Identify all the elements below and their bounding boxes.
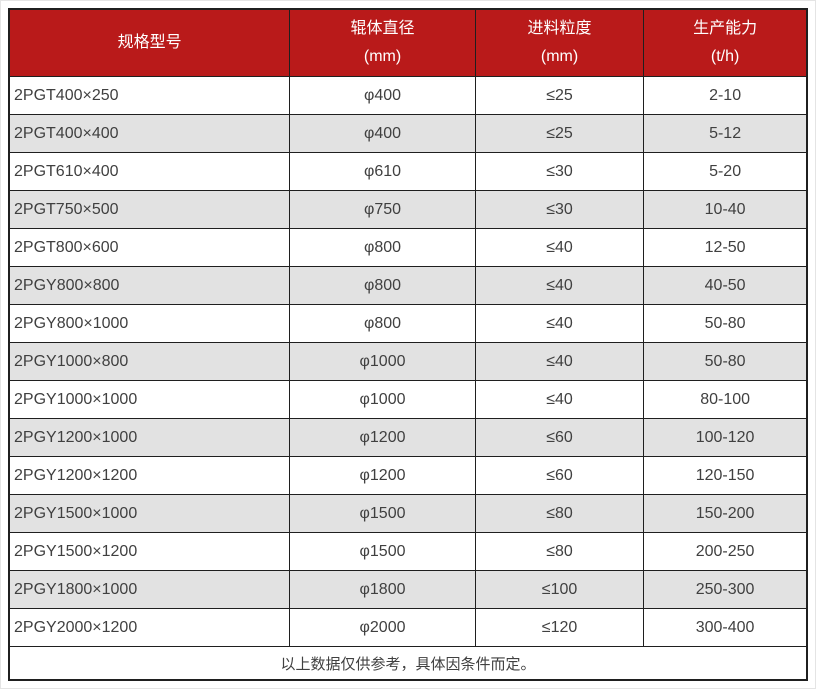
roller-diameter-cell: φ1200	[289, 456, 476, 495]
roller-diameter-cell: φ2000	[289, 608, 476, 647]
capacity-cell: 250-300	[643, 570, 808, 609]
capacity-cell: 2-10	[643, 76, 808, 115]
col-header-roller-diameter-unit: (mm)	[363, 48, 402, 65]
roller-diameter-cell: φ800	[289, 304, 476, 343]
feed-size-cell: ≤120	[474, 608, 645, 647]
col-header-capacity-title: 生产能力	[693, 20, 758, 37]
capacity-cell: 5-20	[643, 152, 808, 191]
table-row: 2PGT800×600 φ800 ≤40 12-50	[8, 228, 808, 267]
col-header-feed-size-unit: (mm)	[540, 48, 579, 65]
table-row: 2PGY1800×1000 φ1800 ≤100 250-300	[8, 570, 808, 609]
model-cell: 2PGY800×800	[8, 266, 291, 305]
model-cell: 2PGT750×500	[8, 190, 291, 229]
feed-size-cell: ≤40	[474, 342, 645, 381]
capacity-cell: 40-50	[643, 266, 808, 305]
footnote-row: 以上数据仅供参考，具体因条件而定。	[8, 646, 808, 681]
feed-size-cell: ≤25	[474, 76, 645, 115]
roller-diameter-cell: φ1500	[289, 532, 476, 571]
model-cell: 2PGT610×400	[8, 152, 291, 191]
feed-size-cell: ≤30	[474, 190, 645, 229]
table-footnote: 以上数据仅供参考，具体因条件而定。	[8, 646, 808, 681]
col-header-roller-diameter: 辊体直径 (mm)	[289, 8, 476, 77]
col-header-roller-diameter-title: 辊体直径	[350, 20, 415, 37]
capacity-cell: 10-40	[643, 190, 808, 229]
capacity-cell: 50-80	[643, 304, 808, 343]
table-row: 2PGY1200×1000 φ1200 ≤60 100-120	[8, 418, 808, 457]
table-row: 2PGY1000×800 φ1000 ≤40 50-80	[8, 342, 808, 381]
spec-table-body: 2PGT400×250 φ400 ≤25 2-10 2PGT400×400 φ400 ≤25…	[8, 76, 808, 647]
feed-size-cell: ≤40	[474, 304, 645, 343]
capacity-cell: 200-250	[643, 532, 808, 571]
feed-size-cell: ≤40	[474, 266, 645, 305]
col-header-capacity: 生产能力 (t/h)	[643, 8, 808, 77]
capacity-cell: 150-200	[643, 494, 808, 533]
table-row: 2PGY1200×1200 φ1200 ≤60 120-150	[8, 456, 808, 495]
model-cell: 2PGY1500×1000	[8, 494, 291, 533]
roller-diameter-cell: φ1800	[289, 570, 476, 609]
model-cell: 2PGT400×250	[8, 76, 291, 115]
col-header-model: 规格型号	[8, 8, 291, 77]
feed-size-cell: ≤60	[474, 456, 645, 495]
roller-diameter-cell: φ800	[289, 228, 476, 267]
roller-diameter-cell: φ750	[289, 190, 476, 229]
table-row: 2PGT400×400 φ400 ≤25 5-12	[8, 114, 808, 153]
table-row: 2PGY1500×1200 φ1500 ≤80 200-250	[8, 532, 808, 571]
feed-size-cell: ≤40	[474, 380, 645, 419]
model-cell: 2PGY1200×1200	[8, 456, 291, 495]
roller-diameter-cell: φ1000	[289, 342, 476, 381]
table-row: 2PGY1000×1000 φ1000 ≤40 80-100	[8, 380, 808, 419]
col-header-model-title: 规格型号	[117, 34, 182, 51]
capacity-cell: 50-80	[643, 342, 808, 381]
spec-table-footer: 以上数据仅供参考，具体因条件而定。	[8, 646, 808, 681]
col-header-capacity-unit: (t/h)	[710, 48, 740, 65]
model-cell: 2PGY1800×1000	[8, 570, 291, 609]
feed-size-cell: ≤25	[474, 114, 645, 153]
model-cell: 2PGY1200×1000	[8, 418, 291, 457]
roller-diameter-cell: φ400	[289, 76, 476, 115]
table-row: 2PGT610×400 φ610 ≤30 5-20	[8, 152, 808, 191]
col-header-feed-size: 进料粒度 (mm)	[474, 8, 645, 77]
roller-diameter-cell: φ610	[289, 152, 476, 191]
table-row: 2PGY800×1000 φ800 ≤40 50-80	[8, 304, 808, 343]
model-cell: 2PGY1000×1000	[8, 380, 291, 419]
roller-diameter-cell: φ800	[289, 266, 476, 305]
roller-diameter-cell: φ1500	[289, 494, 476, 533]
model-cell: 2PGY1000×800	[8, 342, 291, 381]
spec-table: 规格型号 辊体直径 (mm) 进料粒度 (mm) 生产能力 (t/h) 2PGT…	[8, 8, 808, 681]
col-header-feed-size-title: 进料粒度	[527, 20, 592, 37]
table-row: 2PGT750×500 φ750 ≤30 10-40	[8, 190, 808, 229]
feed-size-cell: ≤80	[474, 532, 645, 571]
feed-size-cell: ≤40	[474, 228, 645, 267]
model-cell: 2PGY2000×1200	[8, 608, 291, 647]
roller-diameter-cell: φ1200	[289, 418, 476, 457]
capacity-cell: 100-120	[643, 418, 808, 457]
model-cell: 2PGT800×600	[8, 228, 291, 267]
roller-diameter-cell: φ1000	[289, 380, 476, 419]
feed-size-cell: ≤100	[474, 570, 645, 609]
capacity-cell: 300-400	[643, 608, 808, 647]
header-row: 规格型号 辊体直径 (mm) 进料粒度 (mm) 生产能力 (t/h)	[8, 8, 808, 77]
capacity-cell: 80-100	[643, 380, 808, 419]
model-cell: 2PGT400×400	[8, 114, 291, 153]
table-row: 2PGY800×800 φ800 ≤40 40-50	[8, 266, 808, 305]
capacity-cell: 120-150	[643, 456, 808, 495]
table-row: 2PGY2000×1200 φ2000 ≤120 300-400	[8, 608, 808, 647]
table-row: 2PGT400×250 φ400 ≤25 2-10	[8, 76, 808, 115]
roller-diameter-cell: φ400	[289, 114, 476, 153]
model-cell: 2PGY800×1000	[8, 304, 291, 343]
feed-size-cell: ≤30	[474, 152, 645, 191]
feed-size-cell: ≤80	[474, 494, 645, 533]
model-cell: 2PGY1500×1200	[8, 532, 291, 571]
feed-size-cell: ≤60	[474, 418, 645, 457]
capacity-cell: 12-50	[643, 228, 808, 267]
spec-table-header: 规格型号 辊体直径 (mm) 进料粒度 (mm) 生产能力 (t/h)	[8, 8, 808, 77]
capacity-cell: 5-12	[643, 114, 808, 153]
table-row: 2PGY1500×1000 φ1500 ≤80 150-200	[8, 494, 808, 533]
